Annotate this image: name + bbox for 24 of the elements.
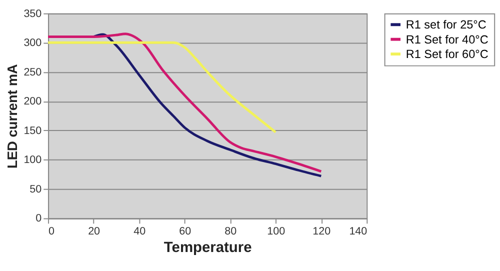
y-tick-label: 0: [36, 212, 42, 225]
x-tick-label: 140: [349, 225, 368, 238]
line-series: [46, 41, 277, 134]
y-tick-label: 150: [24, 124, 42, 137]
y-tick-label: 250: [24, 66, 42, 78]
x-tick-label: 20: [88, 225, 100, 238]
x-tick-label: 40: [134, 225, 146, 238]
legend-label: R1 set for 25°C: [406, 18, 487, 32]
x-axis-title: Temperature: [164, 240, 252, 256]
line-series: [92, 33, 322, 178]
x-tick-label: 120: [312, 225, 331, 238]
y-tick-label: 300: [24, 37, 42, 50]
legend-label: R1 Set for 60°C: [406, 48, 489, 61]
x-tick-label: 100: [267, 225, 286, 238]
y-tick-label: 50: [30, 183, 42, 196]
y-axis-title: LED current mA: [4, 64, 20, 169]
x-tick-label: 0: [48, 225, 55, 238]
y-tick-label: 350: [24, 8, 42, 20]
y-tick-label: 200: [24, 96, 42, 108]
line-series: [46, 32, 322, 173]
x-tick-label: 60: [179, 225, 192, 238]
x-tick-label: 80: [224, 225, 237, 238]
legend-label: R1 Set for 40°C: [406, 33, 489, 46]
y-tick-label: 100: [24, 154, 42, 166]
